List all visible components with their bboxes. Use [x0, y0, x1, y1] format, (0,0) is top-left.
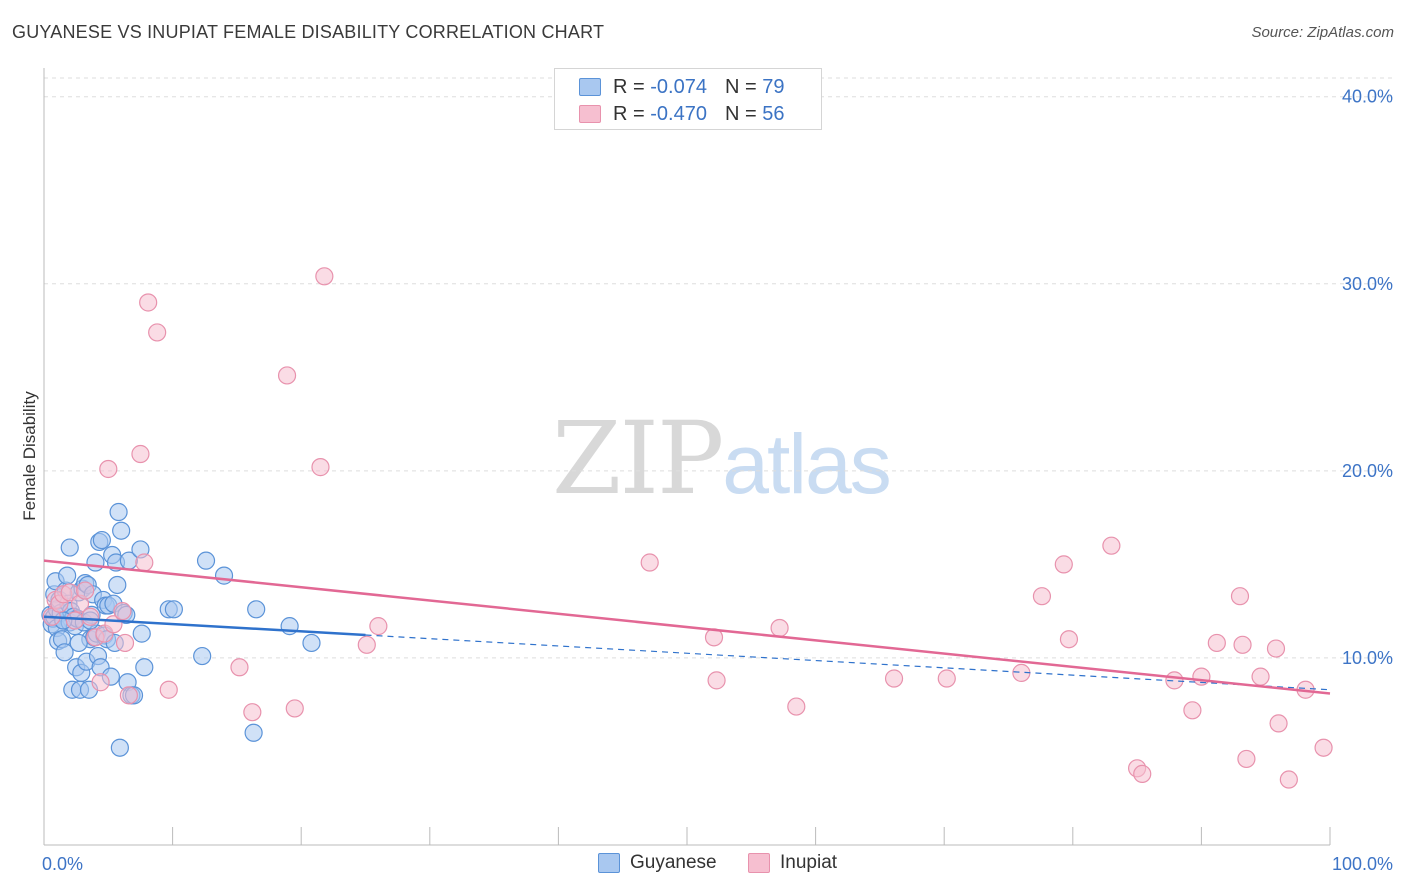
y-tick-label: 20.0%: [1342, 461, 1393, 481]
legend-label-guyanese: Guyanese: [630, 852, 717, 873]
legend-row-guyanese: R = -0.074 N = 79: [579, 74, 784, 100]
inupiat-point: [770, 618, 789, 638]
inupiat-point: [277, 366, 297, 385]
guyanese-point: [86, 553, 105, 572]
y-tick-label: 40.0%: [1342, 87, 1393, 107]
inupiat-point: [1251, 667, 1270, 686]
inupiat-point: [369, 617, 388, 636]
guyanese-trendline: [43, 615, 366, 637]
watermark-zip: ZIP: [552, 400, 724, 517]
guyanese-point: [214, 566, 234, 585]
legend-r-label: R =: [613, 75, 645, 98]
legend-item-inupiat[interactable]: Inupiat: [748, 852, 837, 874]
guyanese-point: [302, 633, 321, 653]
inupiat-trendline: [43, 559, 1331, 695]
inupiat-point: [159, 680, 178, 699]
inupiat-point: [787, 697, 806, 716]
guyanese-point: [69, 633, 88, 653]
legend-n-label: N =: [724, 75, 757, 98]
legend-r-value: -0.470: [650, 102, 707, 125]
inupiat-point: [135, 553, 154, 572]
legend-n-label: N =: [724, 102, 757, 125]
inupiat-point: [139, 293, 158, 312]
inupiat-point: [1230, 587, 1250, 606]
inupiat-point: [243, 703, 262, 722]
guyanese-point: [247, 600, 266, 619]
guyanese-trendline-extension: [365, 634, 1331, 691]
guyanese-point: [193, 646, 212, 666]
guyanese-point: [135, 658, 154, 677]
guyanese-point: [108, 575, 127, 595]
x-tick-label: 100.0%: [1332, 854, 1393, 874]
inupiat-point: [1279, 770, 1298, 789]
inupiat-swatch: [748, 853, 770, 873]
inupiat-point: [148, 323, 167, 342]
inupiat-point: [884, 669, 904, 688]
guyanese-point: [92, 530, 111, 550]
guyanese-point: [244, 723, 263, 742]
guyanese-point: [60, 538, 79, 557]
inupiat-point: [131, 444, 150, 464]
watermark-atlas: atlas: [722, 417, 891, 511]
x-tick-label: 0.0%: [42, 854, 83, 874]
guyanese-point: [110, 738, 129, 757]
series-legend: Guyanese Inupiat: [0, 852, 1406, 878]
legend-r-value: -0.074: [650, 75, 707, 98]
inupiat-point: [1233, 635, 1252, 654]
inupiat-point: [285, 699, 304, 718]
chart-title: GUYANESE VS INUPIAT FEMALE DISABILITY CO…: [12, 22, 605, 42]
inupiat-point: [119, 686, 138, 705]
inupiat-point: [1207, 633, 1226, 653]
legend-n-value: 56: [762, 102, 785, 125]
inupiat-point: [357, 635, 376, 654]
legend-r-label: R =: [613, 102, 645, 125]
inupiat-point: [76, 581, 95, 600]
inupiat-point: [230, 658, 249, 677]
guyanese-point: [112, 521, 131, 540]
guyanese-point: [196, 551, 216, 570]
inupiat-point: [1266, 639, 1286, 658]
inupiat-point: [65, 611, 84, 630]
inupiat-point: [707, 671, 726, 690]
legend-n-value: 79: [762, 75, 785, 98]
inupiat-point: [1314, 738, 1333, 757]
inupiat-point: [115, 633, 135, 653]
inupiat-point: [91, 673, 110, 692]
inupiat-point: [1237, 749, 1256, 769]
inupiat-point: [1032, 587, 1052, 606]
inupiat-point: [1183, 701, 1202, 720]
guyanese-point: [109, 502, 128, 522]
inupiat-point: [81, 607, 100, 626]
inupiat-swatch: [579, 105, 601, 123]
correlation-legend: R = -0.074 N = 79 R = -0.470 N = 56: [554, 68, 822, 130]
inupiat-point: [1102, 536, 1121, 555]
legend-item-guyanese[interactable]: Guyanese: [598, 852, 717, 874]
inupiat-point: [1054, 555, 1073, 574]
source-label: Source: ZipAtlas.com: [1251, 24, 1394, 41]
guyanese-swatch: [579, 78, 601, 96]
inupiat-point: [937, 669, 956, 688]
inupiat-point: [1269, 714, 1288, 733]
guyanese-swatch: [598, 853, 620, 873]
inupiat-point: [113, 602, 132, 621]
legend-label-inupiat: Inupiat: [780, 852, 838, 873]
watermark: ZIPatlas: [552, 400, 892, 517]
inupiat-point: [640, 553, 659, 572]
guyanese-point: [55, 643, 74, 662]
inupiat-point: [99, 459, 118, 479]
inupiat-point: [315, 267, 334, 286]
inupiat-point: [1059, 630, 1079, 649]
inupiat-point: [311, 458, 330, 477]
guyanese-point: [132, 624, 151, 643]
y-tick-label: 30.0%: [1342, 274, 1393, 294]
inupiat-point: [1133, 764, 1152, 784]
guyanese-point: [164, 600, 183, 619]
legend-row-inupiat: R = -0.470 N = 56: [579, 101, 784, 127]
guyanese-point: [58, 566, 77, 585]
y-tick-label: 10.0%: [1342, 648, 1393, 668]
